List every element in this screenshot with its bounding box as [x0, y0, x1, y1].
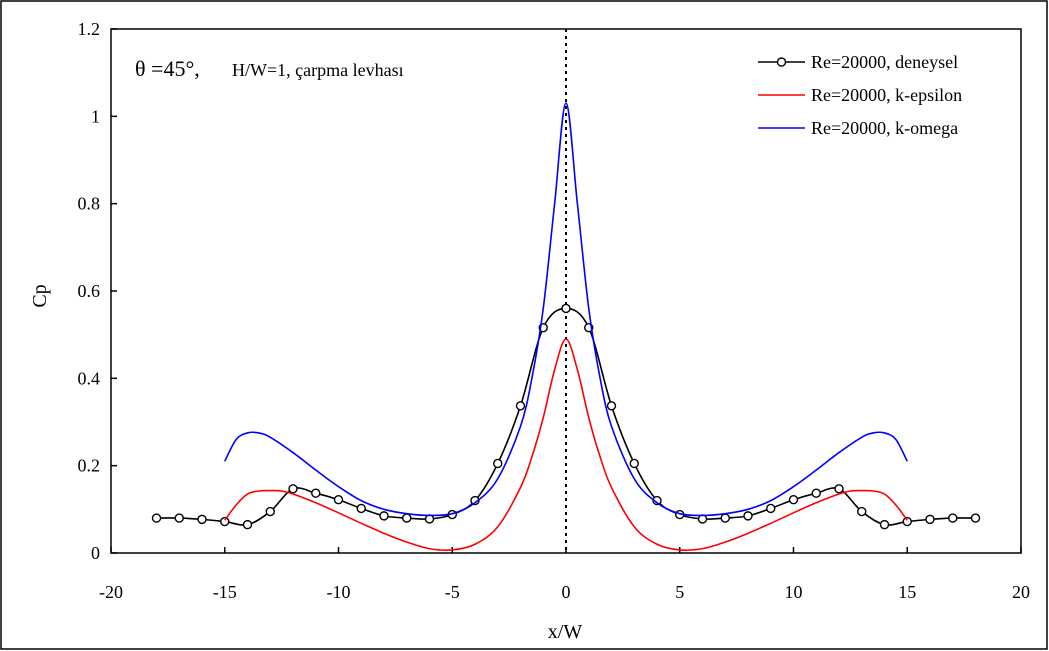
- y-tick-label: 1.2: [78, 19, 101, 39]
- x-tick-label: 5: [675, 582, 684, 602]
- x-tick-label: 10: [785, 582, 803, 602]
- data-point: [743, 511, 753, 521]
- y-tick-label: 0: [91, 543, 100, 563]
- data-point: [174, 513, 184, 523]
- x-tick-label: -10: [327, 582, 351, 602]
- x-tick-label: 15: [898, 582, 916, 602]
- legend: Re=20000, deneysel Re=20000, k-epsilon Re=…: [758, 52, 962, 138]
- data-point: [879, 519, 890, 530]
- data-point: [493, 458, 503, 469]
- y-tick-marks: [111, 28, 117, 554]
- data-point: [402, 513, 412, 523]
- data-point: [379, 511, 389, 521]
- y-tick-labels: 0 0.2 0.4 0.6 0.8 1 1.2: [78, 19, 101, 563]
- data-point: [857, 506, 867, 517]
- x-tick-label: -15: [213, 582, 237, 602]
- series-group: [151, 102, 981, 552]
- y-tick-label: 0.8: [78, 194, 101, 214]
- y-tick-label: 0.6: [78, 281, 101, 301]
- x-tick-label: 20: [1012, 582, 1030, 602]
- data-point: [606, 401, 617, 411]
- x-tick-label: -20: [99, 582, 123, 602]
- x-tick-labels: -20 -15 -10 -5 0 5 10 15 20: [99, 582, 1030, 602]
- data-point: [242, 519, 253, 530]
- data-point: [220, 516, 230, 527]
- data-point: [925, 514, 935, 525]
- data-point: [834, 484, 844, 494]
- series-line-2: [224, 102, 908, 517]
- y-axis-title: Cp: [29, 284, 51, 307]
- data-point: [766, 503, 776, 514]
- x-axis-title: x/W: [548, 621, 583, 643]
- y-tick-label: 1: [91, 106, 100, 126]
- legend-label-1: Re=20000, k-epsilon: [811, 85, 962, 105]
- data-point: [333, 495, 344, 505]
- data-point: [265, 506, 275, 517]
- y-tick-label: 0.2: [78, 456, 101, 476]
- data-point: [197, 514, 207, 525]
- data-point: [356, 503, 366, 514]
- data-point: [948, 513, 958, 523]
- annotation-theta: θ =45°,: [135, 56, 200, 81]
- legend-label-0: Re=20000, deneysel: [811, 52, 958, 72]
- x-tick-label: 0: [562, 582, 571, 602]
- y-tick-label: 0.4: [78, 368, 101, 388]
- data-point: [629, 458, 639, 469]
- data-point: [788, 495, 799, 505]
- data-point: [561, 303, 571, 314]
- annotation-conditions: H/W=1, çarpma levhası: [232, 60, 404, 80]
- data-point: [515, 401, 526, 411]
- series-line-1: [224, 338, 908, 552]
- legend-label-2: Re=20000, k-omega: [811, 118, 958, 138]
- data-point: [311, 488, 321, 498]
- data-point: [811, 488, 821, 498]
- data-point: [288, 484, 298, 494]
- data-point: [970, 513, 981, 523]
- data-point: [151, 513, 162, 523]
- legend-marker: [776, 57, 787, 67]
- data-point: [720, 513, 730, 523]
- data-point: [902, 516, 912, 527]
- x-tick-label: -5: [445, 582, 460, 602]
